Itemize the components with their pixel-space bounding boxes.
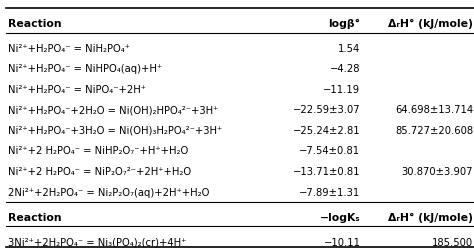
Text: Ni²⁺+2 H₂PO₄⁻ = NiP₂O₇²⁻+2H⁺+H₂O: Ni²⁺+2 H₂PO₄⁻ = NiP₂O₇²⁻+2H⁺+H₂O: [9, 166, 191, 176]
Text: −11.19: −11.19: [323, 85, 360, 94]
Text: −22.59±3.07: −22.59±3.07: [293, 105, 360, 115]
Text: Reaction: Reaction: [9, 212, 62, 222]
Text: −4.28: −4.28: [330, 64, 360, 74]
Text: Ni²⁺+H₂PO₄⁻+2H₂O = Ni(OH)₂HPO₄²⁻+3H⁺: Ni²⁺+H₂PO₄⁻+2H₂O = Ni(OH)₂HPO₄²⁻+3H⁺: [9, 105, 219, 115]
Text: ΔᵣH° (kJ/mole): ΔᵣH° (kJ/mole): [388, 212, 473, 222]
Text: 1.54: 1.54: [338, 44, 360, 54]
Text: Ni²⁺+2 H₂PO₄⁻ = NiHP₂O₇⁻+H⁺+H₂O: Ni²⁺+2 H₂PO₄⁻ = NiHP₂O₇⁻+H⁺+H₂O: [9, 146, 189, 156]
Text: 2Ni²⁺+2H₂PO₄⁻ = Ni₂P₂O₇(aq)+2H⁺+H₂O: 2Ni²⁺+2H₂PO₄⁻ = Ni₂P₂O₇(aq)+2H⁺+H₂O: [9, 187, 210, 197]
Text: Reaction: Reaction: [9, 19, 62, 29]
Text: −25.24±2.81: −25.24±2.81: [293, 125, 360, 135]
Text: logβ°: logβ°: [328, 19, 360, 29]
Text: Ni²⁺+H₂PO₄⁻ = NiH₂PO₄⁺: Ni²⁺+H₂PO₄⁻ = NiH₂PO₄⁺: [9, 44, 130, 54]
Text: ΔᵣH° (kJ/mole): ΔᵣH° (kJ/mole): [388, 19, 473, 29]
Text: Ni²⁺+H₂PO₄⁻ = NiHPO₄(aq)+H⁺: Ni²⁺+H₂PO₄⁻ = NiHPO₄(aq)+H⁺: [9, 64, 163, 74]
Text: 30.870±3.907: 30.870±3.907: [401, 166, 473, 176]
Text: −10.11: −10.11: [323, 237, 360, 247]
Text: Ni²⁺+H₂PO₄⁻ = NiPO₄⁻+2H⁺: Ni²⁺+H₂PO₄⁻ = NiPO₄⁻+2H⁺: [9, 85, 146, 94]
Text: Ni²⁺+H₂PO₄⁻+3H₂O = Ni(OH)₃H₂PO₄²⁻+3H⁺: Ni²⁺+H₂PO₄⁻+3H₂O = Ni(OH)₃H₂PO₄²⁻+3H⁺: [9, 125, 223, 135]
Text: −7.54±0.81: −7.54±0.81: [300, 146, 360, 156]
Text: −7.89±1.31: −7.89±1.31: [299, 187, 360, 197]
Text: 85.727±20.608: 85.727±20.608: [395, 125, 473, 135]
Text: −13.71±0.81: −13.71±0.81: [293, 166, 360, 176]
Text: 64.698±13.714: 64.698±13.714: [395, 105, 473, 115]
Text: −logKₛ: −logKₛ: [320, 212, 360, 222]
Text: 185.500: 185.500: [432, 237, 473, 247]
Text: 3Ni²⁺+2H₂PO₄⁻ = Ni₃(PO₄)₂(cr)+4H⁺: 3Ni²⁺+2H₂PO₄⁻ = Ni₃(PO₄)₂(cr)+4H⁺: [9, 237, 187, 247]
